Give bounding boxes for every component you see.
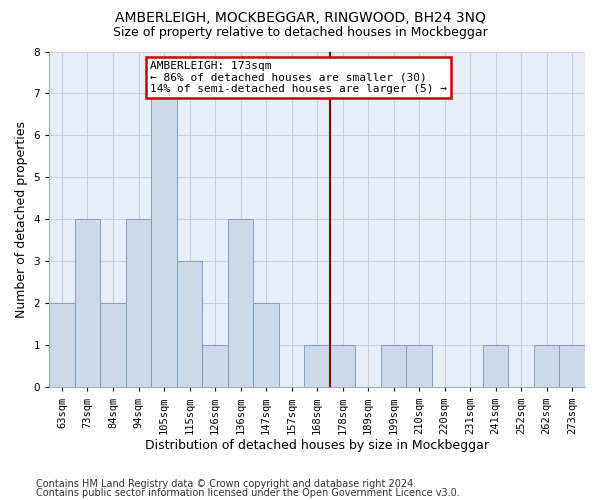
Text: AMBERLEIGH: 173sqm
← 86% of detached houses are smaller (30)
14% of semi-detache: AMBERLEIGH: 173sqm ← 86% of detached hou… xyxy=(150,61,447,94)
Bar xyxy=(483,346,508,388)
Bar xyxy=(151,94,177,388)
Bar xyxy=(75,220,100,388)
X-axis label: Distribution of detached houses by size in Mockbeggar: Distribution of detached houses by size … xyxy=(145,440,489,452)
Text: Contains HM Land Registry data © Crown copyright and database right 2024.: Contains HM Land Registry data © Crown c… xyxy=(36,479,416,489)
Bar xyxy=(534,346,559,388)
Bar xyxy=(228,220,253,388)
Bar xyxy=(100,304,126,388)
Bar xyxy=(126,220,151,388)
Bar xyxy=(406,346,432,388)
Text: Size of property relative to detached houses in Mockbeggar: Size of property relative to detached ho… xyxy=(113,26,487,39)
Bar xyxy=(49,304,75,388)
Bar xyxy=(381,346,406,388)
Bar xyxy=(253,304,279,388)
Text: Contains public sector information licensed under the Open Government Licence v3: Contains public sector information licen… xyxy=(36,488,460,498)
Bar xyxy=(304,346,330,388)
Bar xyxy=(177,262,202,388)
Bar xyxy=(330,346,355,388)
Bar xyxy=(559,346,585,388)
Text: AMBERLEIGH, MOCKBEGGAR, RINGWOOD, BH24 3NQ: AMBERLEIGH, MOCKBEGGAR, RINGWOOD, BH24 3… xyxy=(115,12,485,26)
Y-axis label: Number of detached properties: Number of detached properties xyxy=(15,121,28,318)
Bar xyxy=(202,346,228,388)
